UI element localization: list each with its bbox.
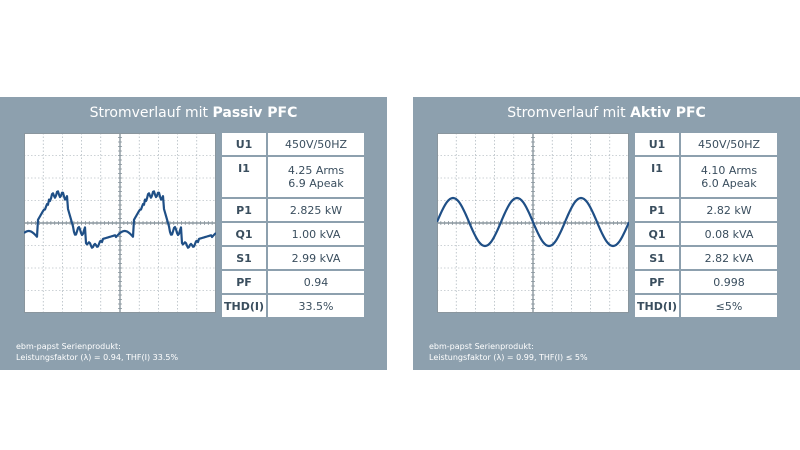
row-key: S1 (635, 247, 681, 269)
row-value: 2.82 kW (681, 199, 777, 221)
row-key: U1 (222, 133, 268, 155)
row-value: 4.25 Arms 6.9 Apeak (268, 157, 364, 197)
footnote: ebm-papst Serienprodukt: Leistungsfaktor… (429, 341, 588, 363)
row-value: 0.998 (681, 271, 777, 293)
current-waveform-trace (437, 196, 629, 248)
title-prefix: Stromverlauf mit (507, 105, 631, 121)
title-prefix: Stromverlauf mit (89, 105, 213, 121)
row-key: PF (222, 271, 268, 293)
row-thd: THD(I) ≤5% (635, 295, 777, 317)
row-u1: U1 450V/50HZ (222, 133, 364, 155)
row-key: I1 (222, 157, 268, 197)
oscilloscope-screen (24, 133, 216, 313)
row-value: 4.10 Arms 6.0 Apeak (681, 157, 777, 197)
grid (24, 133, 216, 313)
screen-border (24, 133, 216, 313)
row-key: THD(I) (222, 295, 268, 317)
row-s1: S1 2.82 kVA (635, 247, 777, 269)
measurement-table: U1 450V/50HZ I1 4.10 Arms 6.0 Apeak P1 2.82… (635, 131, 777, 319)
row-value: 450V/50HZ (268, 133, 364, 155)
row-key: I1 (635, 157, 681, 197)
panel-active-pfc: Stromverlauf mit Aktiv PFC U1 450V/50HZ I… (413, 97, 800, 370)
footnote-line-2: Leistungsfaktor (λ) = 0.94, THF(I) 33.5% (16, 353, 179, 362)
row-s1: S1 2.99 kVA (222, 247, 364, 269)
row-thd: THD(I) 33.5% (222, 295, 364, 317)
row-value: 2.99 kVA (268, 247, 364, 269)
row-value: 1.00 kVA (268, 223, 364, 245)
row-value: ≤5% (681, 295, 777, 317)
row-key: P1 (635, 199, 681, 221)
row-u1: U1 450V/50HZ (635, 133, 777, 155)
row-p1: P1 2.82 kW (635, 199, 777, 221)
footnote-line-1: ebm-papst Serienprodukt: (429, 342, 534, 351)
title-bold: Passiv PFC (212, 105, 298, 121)
row-key: P1 (222, 199, 268, 221)
footnote-line-1: ebm-papst Serienprodukt: (16, 342, 121, 351)
row-pf: PF 0.998 (635, 271, 777, 293)
row-q1: Q1 1.00 kVA (222, 223, 364, 245)
row-key: S1 (222, 247, 268, 269)
panel-title: Stromverlauf mit Passiv PFC (0, 105, 387, 125)
oscilloscope-svg (24, 133, 216, 313)
footnote-line-2: Leistungsfaktor (λ) = 0.99, THF(I) ≤ 5% (429, 353, 588, 362)
row-key: Q1 (635, 223, 681, 245)
row-i1: I1 4.10 Arms 6.0 Apeak (635, 157, 777, 197)
row-value: 2.82 kVA (681, 247, 777, 269)
footnote: ebm-papst Serienprodukt: Leistungsfaktor… (16, 341, 178, 363)
panel-passive-pfc: Stromverlauf mit Passiv PFC U1 450V/50HZ … (0, 97, 387, 370)
row-value: 2.825 kW (268, 199, 364, 221)
row-key: THD(I) (635, 295, 681, 317)
row-value: 0.94 (268, 271, 364, 293)
panel-title: Stromverlauf mit Aktiv PFC (413, 105, 800, 125)
oscilloscope-svg (437, 133, 629, 313)
row-key: U1 (635, 133, 681, 155)
row-value: 0.08 kVA (681, 223, 777, 245)
row-value: 33.5% (268, 295, 364, 317)
row-key: Q1 (222, 223, 268, 245)
row-q1: Q1 0.08 kVA (635, 223, 777, 245)
row-pf: PF 0.94 (222, 271, 364, 293)
row-value: 450V/50HZ (681, 133, 777, 155)
measurement-table: U1 450V/50HZ I1 4.25 Arms 6.9 Apeak P1 2.82… (222, 131, 364, 319)
row-i1: I1 4.25 Arms 6.9 Apeak (222, 157, 364, 197)
row-p1: P1 2.825 kW (222, 199, 364, 221)
oscilloscope-screen (437, 133, 629, 313)
row-key: PF (635, 271, 681, 293)
current-waveform-trace (24, 190, 216, 249)
title-bold: Aktiv PFC (630, 105, 706, 121)
